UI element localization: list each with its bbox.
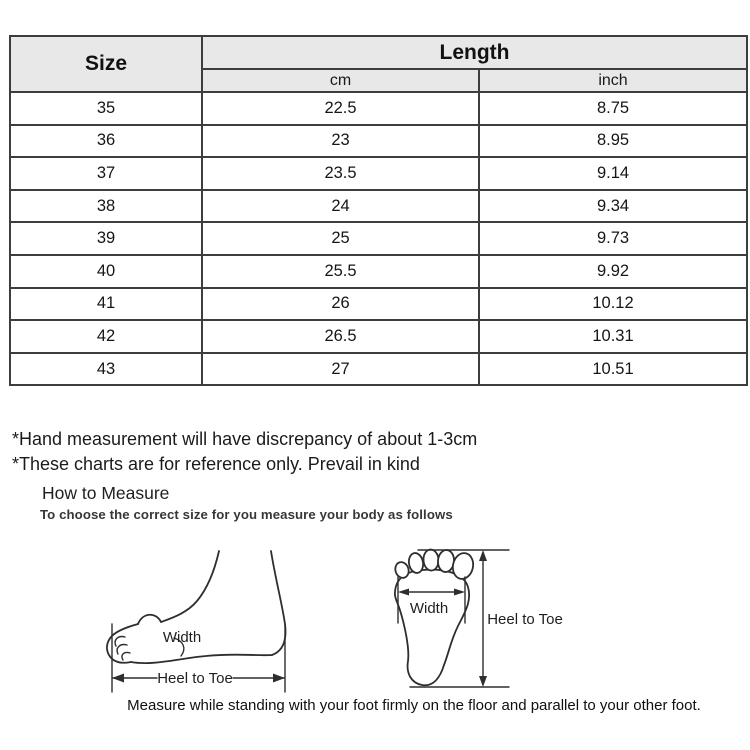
arrow-head-right-icon <box>454 588 465 596</box>
foot-front-leg-line <box>160 550 220 623</box>
heel-to-toe-label: Heel to Toe <box>157 670 233 687</box>
cell-inch: 10.51 <box>477 351 749 387</box>
table-header-row-1: Size Length <box>9 35 749 93</box>
heel-to-toe-label: Heel to Toe <box>487 611 563 628</box>
table-row: 43 27 10.51 <box>9 351 749 387</box>
cell-cm: 26.5 <box>201 319 480 354</box>
table-header-cm: cm <box>201 68 480 93</box>
cell-cm: 22.5 <box>201 91 480 126</box>
cell-size: 40 <box>9 253 203 289</box>
how-to-measure-title: How to Measure <box>42 483 170 503</box>
how-to-measure-subtitle: To choose the correct size for you measu… <box>40 507 453 522</box>
cell-size: 43 <box>9 351 203 387</box>
cell-inch: 8.95 <box>477 123 749 159</box>
foot-back-leg-heel-line <box>270 550 287 656</box>
cell-cm: 27 <box>201 351 480 387</box>
note-reference-only: *These charts are for reference only. Pr… <box>12 454 420 474</box>
table-row: 42 26.5 10.31 <box>9 319 749 354</box>
cell-inch: 10.31 <box>477 319 749 354</box>
big-toe <box>451 552 475 580</box>
cell-cm: 26 <box>201 286 480 322</box>
cell-cm: 23.5 <box>201 156 480 191</box>
cell-cm: 25.5 <box>201 253 480 289</box>
foot-sole-outline <box>393 568 471 687</box>
table-header-inch: inch <box>477 68 749 93</box>
toe-1 <box>394 561 410 579</box>
foot-top-view-diagram: Width Heel to Toe <box>393 548 563 688</box>
width-label: Width <box>410 600 448 617</box>
toe-curl-1 <box>114 635 126 647</box>
table-header-row-2: cm inch <box>10 68 749 93</box>
cell-size: 39 <box>9 221 203 256</box>
table-row: 39 25 9.73 <box>9 221 749 256</box>
table-row: 40 25.5 9.92 <box>9 253 749 289</box>
arrow-head-up-icon <box>479 550 487 561</box>
foot-ball-arc <box>173 637 185 657</box>
cell-inch: 9.34 <box>477 188 749 224</box>
width-label: Width <box>163 629 201 646</box>
cell-inch: 9.73 <box>477 221 749 256</box>
table-row: 35 22.5 8.75 <box>9 91 749 126</box>
cell-size: 38 <box>9 188 203 224</box>
table-row: 38 24 9.34 <box>9 188 749 224</box>
cell-cm: 25 <box>201 221 480 256</box>
table-header-length: Length <box>200 35 749 70</box>
table-header-size: Size <box>9 35 203 93</box>
cell-cm: 24 <box>201 188 480 224</box>
table-row: 41 26 10.12 <box>9 286 749 322</box>
cell-inch: 8.75 <box>477 91 749 126</box>
arrow-head-down-icon <box>479 676 487 687</box>
cell-size: 37 <box>9 156 203 191</box>
cell-cm: 23 <box>201 123 480 159</box>
cell-inch: 10.12 <box>477 286 749 322</box>
cell-size: 35 <box>9 91 203 126</box>
toe-2 <box>407 552 425 574</box>
cell-inch: 9.14 <box>477 156 749 191</box>
toe-3 <box>422 548 440 572</box>
table-row: 36 23 8.95 <box>9 123 749 159</box>
toe-curl-3 <box>121 651 131 661</box>
arrow-head-left-icon <box>398 588 409 596</box>
foot-toe-outline <box>106 623 139 664</box>
arrow-head-left-icon <box>112 673 124 683</box>
toe-curl-2 <box>116 643 128 655</box>
cell-size: 36 <box>9 123 203 159</box>
cell-size: 42 <box>9 319 203 354</box>
foot-sole-line <box>130 653 273 664</box>
arrow-head-right-icon <box>273 673 285 683</box>
note-hand-measurement: *Hand measurement will have discrepancy … <box>12 429 478 449</box>
size-chart-table: Size Length cm inch 35 22.5 8.75 36 23 8… <box>9 35 749 387</box>
foot-knuckle-bump <box>137 613 162 625</box>
foot-side-view-diagram: Width Heel to Toe <box>106 550 287 693</box>
table-row: 37 23.5 9.14 <box>9 156 749 191</box>
cell-inch: 9.92 <box>477 253 749 289</box>
footer-caption: Measure while standing with your foot fi… <box>127 697 701 714</box>
cell-size: 41 <box>9 286 203 322</box>
